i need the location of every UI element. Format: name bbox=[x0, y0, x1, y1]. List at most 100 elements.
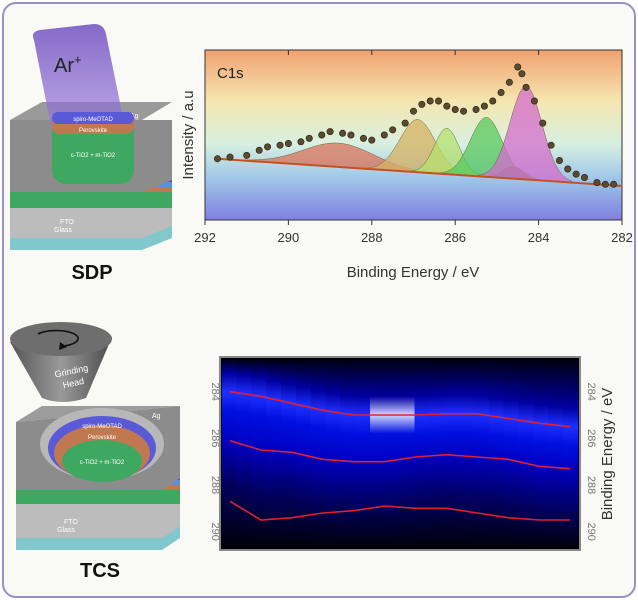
heatmap-column bbox=[251, 359, 267, 548]
heatmap-column bbox=[384, 359, 401, 548]
heatmap-column bbox=[281, 359, 297, 548]
data-point bbox=[547, 141, 555, 149]
data-point bbox=[426, 97, 434, 105]
data-point bbox=[530, 97, 538, 105]
perovskite-label: Perovskite bbox=[79, 128, 108, 134]
heatmap-column bbox=[221, 359, 238, 548]
fto-label: FTO bbox=[60, 219, 74, 226]
data-point bbox=[572, 170, 580, 178]
data-point bbox=[518, 70, 526, 78]
data-point bbox=[610, 180, 618, 188]
heatmap-column bbox=[355, 359, 371, 548]
x-tick-label: 282 bbox=[611, 230, 633, 245]
data-point bbox=[276, 141, 284, 149]
perovskite-label: Perovskite bbox=[88, 435, 117, 441]
x-tick-label: 288 bbox=[361, 230, 383, 245]
x-tick-label: 290 bbox=[278, 230, 300, 245]
data-point bbox=[339, 129, 347, 137]
data-point bbox=[522, 83, 530, 91]
x-tick-label: 292 bbox=[194, 230, 216, 245]
spiro-label: spiro-MeOTAD bbox=[82, 424, 122, 430]
heatmap-column bbox=[429, 359, 445, 548]
y-tick-label-right: 290 bbox=[585, 522, 597, 540]
rotation-arrow-icon bbox=[37, 329, 79, 347]
y-tick-label-left: 284 bbox=[209, 382, 221, 400]
heatmap-column bbox=[533, 359, 549, 548]
data-point bbox=[555, 157, 563, 165]
data-point bbox=[214, 155, 222, 163]
heatmap-column bbox=[562, 359, 579, 548]
data-point bbox=[243, 151, 251, 159]
peak-position-line-1 bbox=[229, 439, 571, 470]
tio2-edge bbox=[10, 192, 172, 208]
depth-profile-heatmap: 284 284 286 286 288 288 290 290 Binding Energy … bbox=[209, 356, 616, 551]
fto-label: FTO bbox=[64, 519, 78, 526]
ag-label: Ag bbox=[130, 113, 139, 120]
heatmap-column bbox=[548, 359, 564, 548]
heatmap-column bbox=[473, 359, 490, 548]
heatmap-column bbox=[370, 359, 386, 548]
data-point bbox=[297, 138, 305, 146]
y-tick-label-right: 286 bbox=[585, 429, 597, 447]
heatmap-column bbox=[488, 359, 505, 548]
data-point bbox=[514, 63, 522, 71]
heatmap-column bbox=[310, 359, 327, 548]
tcs-label: TCS bbox=[80, 560, 120, 582]
sdp-label: SDP bbox=[71, 262, 112, 284]
data-point bbox=[564, 165, 572, 173]
data-point bbox=[418, 100, 426, 108]
tcs-device-stack: Glass FTO Ag spiro-MeOTAD Perovskite c-T… bbox=[10, 322, 180, 582]
tio2-label: c-TiO2 + m-TiO2 bbox=[71, 153, 116, 159]
heatmap-column bbox=[503, 359, 519, 548]
data-point bbox=[539, 119, 547, 127]
heatmap-column bbox=[340, 359, 356, 548]
data-point bbox=[497, 89, 505, 97]
head-label-2: Head bbox=[62, 376, 85, 390]
heatmap-y-axis-label: Binding Energy / eV bbox=[599, 388, 616, 521]
xps-y-axis-label: Intensity / a.u bbox=[180, 90, 197, 179]
data-point bbox=[601, 180, 609, 188]
figure-canvas: Glass FTO Ag spiro-MeOTAD Perovskite c-T… bbox=[10, 24, 633, 582]
data-point bbox=[505, 78, 513, 86]
data-point bbox=[380, 131, 388, 139]
data-point bbox=[368, 136, 376, 144]
y-tick-label-left: 288 bbox=[209, 476, 221, 494]
heatmap-column bbox=[399, 359, 416, 548]
data-point bbox=[264, 143, 272, 151]
data-point bbox=[305, 134, 313, 142]
peak-position-line-2 bbox=[229, 500, 570, 521]
xps-x-axis-label: Binding Energy / eV bbox=[347, 264, 480, 281]
data-point bbox=[401, 119, 409, 127]
x-tick-label: 284 bbox=[528, 230, 550, 245]
data-point bbox=[226, 153, 234, 161]
peak-position-line-0 bbox=[229, 390, 571, 428]
fto-layer bbox=[10, 208, 172, 238]
heatmap-column bbox=[459, 359, 475, 548]
fto-layer bbox=[16, 504, 180, 538]
sdp-device-stack: Glass FTO Ag spiro-MeOTAD Perovskite c-T… bbox=[10, 24, 172, 284]
data-point bbox=[318, 131, 326, 139]
data-point bbox=[347, 131, 355, 139]
y-tick-label-left: 286 bbox=[209, 429, 221, 447]
glass-label: Glass bbox=[54, 227, 72, 234]
data-point bbox=[435, 97, 443, 105]
heatmap-column bbox=[325, 359, 341, 548]
y-tick-label-right: 284 bbox=[585, 382, 597, 400]
data-point bbox=[443, 102, 451, 110]
data-point bbox=[409, 107, 417, 115]
data-point bbox=[451, 106, 459, 114]
y-tick-label-left: 290 bbox=[209, 522, 221, 540]
data-point bbox=[460, 107, 468, 115]
tio2-label: c-TiO2 + m-TiO2 bbox=[80, 460, 125, 466]
data-point bbox=[389, 126, 397, 134]
glass-label: Glass bbox=[57, 527, 75, 534]
heatmap-column bbox=[266, 359, 282, 548]
x-tick-label: 286 bbox=[444, 230, 466, 245]
heatmap-column bbox=[518, 359, 534, 548]
data-point bbox=[480, 102, 488, 110]
ag-label: Ag bbox=[152, 413, 161, 420]
data-point bbox=[472, 106, 480, 114]
c1s-annotation: C1s bbox=[217, 65, 244, 82]
y-tick-label-right: 288 bbox=[585, 476, 597, 494]
xps-c1s-chart: C1s 292 290 288 286 284 282 Binding Energy / … bbox=[180, 49, 633, 281]
